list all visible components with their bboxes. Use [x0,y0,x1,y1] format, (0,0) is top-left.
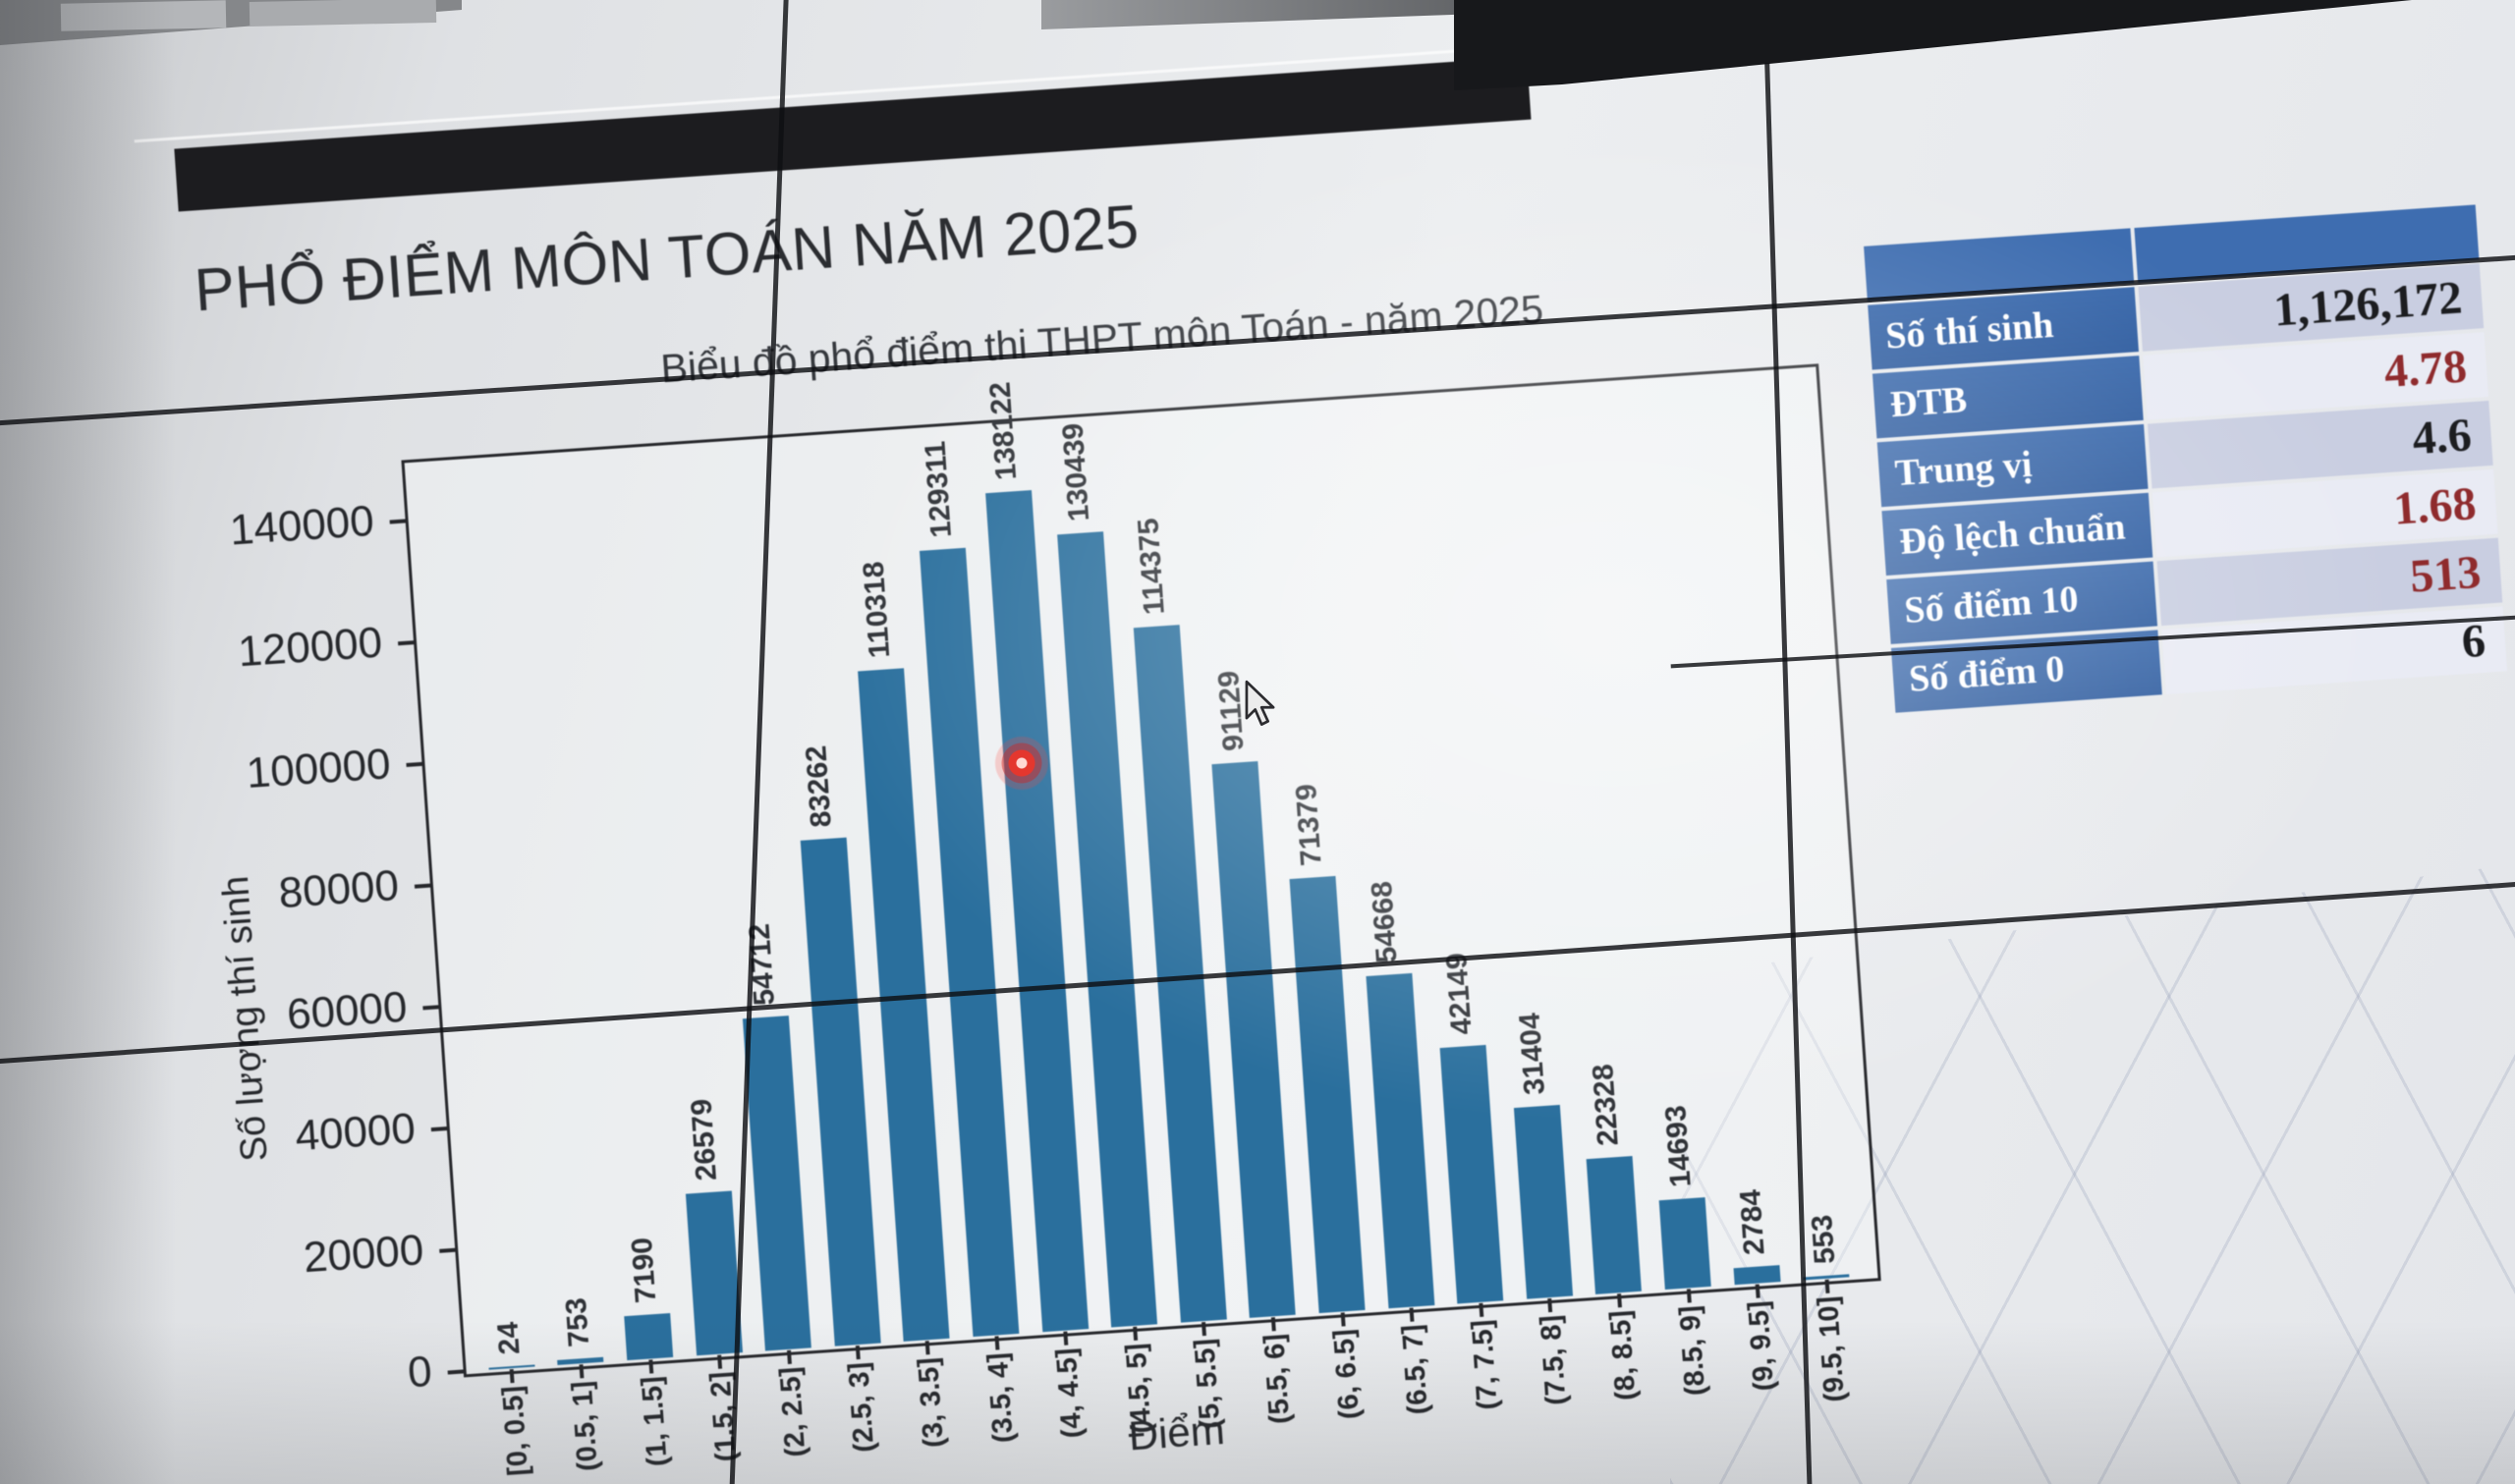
x-tick-mark [1409,1307,1415,1322]
laser-pointer-dot [994,736,1049,791]
x-tick-mark [1686,1289,1692,1303]
x-tick-mark [579,1364,585,1379]
page-title: PHỔ ĐIỂM MÔN TOÁN NĂM 2025 [192,192,1142,324]
room-light-rect [60,0,227,31]
y-tick-mark [439,1247,456,1253]
slide-header-bar [174,56,1532,212]
x-tick-mark [924,1341,930,1355]
y-tick-mark [406,761,422,767]
cursor-icon [1245,680,1275,727]
bar [624,1313,674,1361]
x-tick-mark [1824,1279,1830,1293]
room-light-rect [249,0,437,27]
x-tick-mark [1063,1331,1069,1346]
bar [1658,1197,1711,1291]
x-tick-mark [1270,1317,1276,1332]
stats-table-body: Số thí sinh 1,126,172 ĐTB 4.78 Trung vị 4.… [1868,263,2508,713]
x-tick-mark [1340,1312,1346,1327]
y-tick-label: 0 [406,1347,434,1398]
x-tick-mark [1616,1293,1622,1308]
x-tick-mark [1479,1302,1483,1317]
x-tick-mark [786,1349,792,1365]
x-tick-mark [1547,1297,1553,1313]
y-tick-label: 140000 [228,496,376,555]
x-tick-mark [994,1336,999,1350]
y-tick-label: 80000 [277,860,401,918]
y-tick-mark [422,1005,439,1011]
bar [1587,1155,1643,1294]
y-tick-label: 20000 [302,1225,425,1283]
y-tick-mark [389,519,406,524]
x-tick-mark [856,1345,862,1360]
wall-diamond-pattern [1670,864,2515,1484]
y-tick-mark [430,1127,447,1132]
y-tick-mark [414,883,431,889]
y-tick-label: 40000 [293,1104,418,1161]
y-tick-mark [397,640,415,646]
bar [1733,1265,1781,1286]
x-tick-mark [1202,1321,1207,1337]
stat-label: Số điểm 0 [1890,630,2162,713]
y-tick-label: 100000 [245,740,393,798]
y-tick-mark [447,1369,464,1375]
y-tick-label: 120000 [236,618,384,677]
x-tick-mark [509,1368,515,1384]
x-tick-mark [717,1354,723,1369]
x-tick-mark [647,1359,653,1374]
x-tick-mark [1755,1284,1760,1298]
x-tick-mark [1132,1326,1138,1341]
